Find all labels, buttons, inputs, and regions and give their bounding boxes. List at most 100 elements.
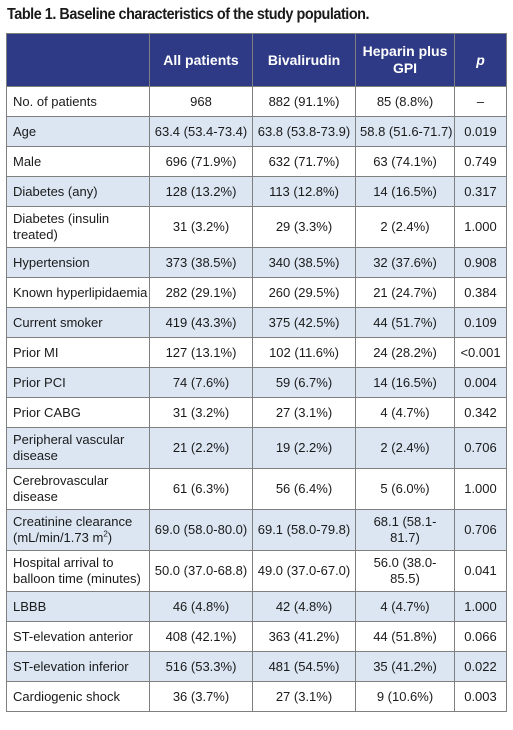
row-label: ST-elevation anterior [6, 621, 150, 652]
cell-p: <0.001 [454, 337, 507, 368]
cell-all: 128 (13.2%) [149, 176, 253, 207]
cell-bivalirudin: 27 (3.1%) [252, 397, 356, 428]
cell-all: 46 (4.8%) [149, 591, 253, 622]
cell-bivalirudin: 56 (6.4%) [252, 468, 356, 510]
cell-heparin: 24 (28.2%) [355, 337, 455, 368]
row-label: Cerebrovascular disease [6, 468, 150, 510]
cell-bivalirudin: 63.8 (53.8-73.9) [252, 116, 356, 147]
header-all-patients: All patients [149, 33, 253, 87]
header-label [6, 33, 150, 87]
table-row: Known hyperlipidaemia 282 (29.1%) 260 (2… [6, 277, 507, 308]
cell-heparin: 68.1 (58.1-81.7) [355, 509, 455, 551]
cell-heparin: 63 (74.1%) [355, 146, 455, 177]
table-title: Table 1. Baseline characteristics of the… [7, 6, 370, 23]
cell-heparin: 58.8 (51.6-71.7) [355, 116, 455, 147]
row-label: Hospital arrival to balloon time (minute… [6, 550, 150, 592]
cell-bivalirudin: 27 (3.1%) [252, 681, 356, 712]
cell-all: 69.0 (58.0-80.0) [149, 509, 253, 551]
row-label: LBBB [6, 591, 150, 622]
row-label: Known hyperlipidaemia [6, 277, 150, 308]
cell-heparin: 5 (6.0%) [355, 468, 455, 510]
baseline-table: All patients Bivalirudin Heparin plus GP… [6, 33, 507, 712]
row-label: ST-elevation inferior [6, 651, 150, 682]
creatinine-close: ) [107, 530, 113, 545]
cell-p: 0.706 [454, 509, 507, 551]
table-row: Prior PCI 74 (7.6%) 59 (6.7%) 14 (16.5%)… [6, 367, 507, 398]
cell-all: 373 (38.5%) [149, 247, 253, 278]
row-label: No. of patients [6, 86, 150, 117]
cell-bivalirudin: 375 (42.5%) [252, 307, 356, 338]
cell-all: 282 (29.1%) [149, 277, 253, 308]
cell-bivalirudin: 363 (41.2%) [252, 621, 356, 652]
cell-all: 31 (3.2%) [149, 206, 253, 248]
cell-heparin: 56.0 (38.0-85.5) [355, 550, 455, 592]
table-row: No. of patients 968 882 (91.1%) 85 (8.8%… [6, 86, 507, 117]
cell-bivalirudin: 113 (12.8%) [252, 176, 356, 207]
cell-heparin: 9 (10.6%) [355, 681, 455, 712]
cell-bivalirudin: 632 (71.7%) [252, 146, 356, 177]
cell-bivalirudin: 340 (38.5%) [252, 247, 356, 278]
creatinine-label: Creatinine clearance (mL/min/1.73 m [13, 514, 133, 545]
cell-p: 0.041 [454, 550, 507, 592]
creatinine-superscript: 2 [103, 529, 108, 539]
cell-p: 0.342 [454, 397, 507, 428]
cell-p: – [454, 86, 507, 117]
cell-all: 408 (42.1%) [149, 621, 253, 652]
cell-heparin: 21 (24.7%) [355, 277, 455, 308]
cell-p: 0.004 [454, 367, 507, 398]
table-row: Hospital arrival to balloon time (minute… [6, 550, 507, 592]
header-heparin-gpi: Heparin plus GPI [355, 33, 455, 87]
table-row: LBBB 46 (4.8%) 42 (4.8%) 4 (4.7%) 1.000 [6, 591, 507, 622]
cell-p: 0.384 [454, 277, 507, 308]
header-p-value: p [454, 33, 507, 87]
cell-all: 61 (6.3%) [149, 468, 253, 510]
table-row: Current smoker 419 (43.3%) 375 (42.5%) 4… [6, 307, 507, 338]
row-label: Diabetes (insulin treated) [6, 206, 150, 248]
cell-bivalirudin: 49.0 (37.0-67.0) [252, 550, 356, 592]
table-row: Diabetes (any) 128 (13.2%) 113 (12.8%) 1… [6, 176, 507, 207]
table-row: Cardiogenic shock 36 (3.7%) 27 (3.1%) 9 … [6, 681, 507, 712]
table-row: Diabetes (insulin treated) 31 (3.2%) 29 … [6, 206, 507, 248]
row-label: Diabetes (any) [6, 176, 150, 207]
row-label: Creatinine clearance (mL/min/1.73 m2) [6, 509, 150, 551]
cell-bivalirudin: 260 (29.5%) [252, 277, 356, 308]
header-bivalirudin: Bivalirudin [252, 33, 356, 87]
cell-p: 0.003 [454, 681, 507, 712]
table-row: Male 696 (71.9%) 632 (71.7%) 63 (74.1%) … [6, 146, 507, 177]
cell-p: 1.000 [454, 591, 507, 622]
row-label: Cardiogenic shock [6, 681, 150, 712]
cell-all: 696 (71.9%) [149, 146, 253, 177]
cell-bivalirudin: 42 (4.8%) [252, 591, 356, 622]
cell-all: 516 (53.3%) [149, 651, 253, 682]
cell-all: 419 (43.3%) [149, 307, 253, 338]
cell-p: 0.749 [454, 146, 507, 177]
row-label: Hypertension [6, 247, 150, 278]
cell-bivalirudin: 882 (91.1%) [252, 86, 356, 117]
table-row: ST-elevation anterior 408 (42.1%) 363 (4… [6, 621, 507, 652]
cell-heparin: 14 (16.5%) [355, 367, 455, 398]
cell-all: 50.0 (37.0-68.8) [149, 550, 253, 592]
cell-heparin: 4 (4.7%) [355, 591, 455, 622]
row-label: Prior PCI [6, 367, 150, 398]
cell-heparin: 44 (51.8%) [355, 621, 455, 652]
cell-all: 74 (7.6%) [149, 367, 253, 398]
cell-p: 1.000 [454, 206, 507, 248]
cell-heparin: 32 (37.6%) [355, 247, 455, 278]
cell-bivalirudin: 481 (54.5%) [252, 651, 356, 682]
row-label: Prior MI [6, 337, 150, 368]
cell-all: 968 [149, 86, 253, 117]
table-row: Peripheral vascular disease 21 (2.2%) 19… [6, 427, 507, 469]
row-label: Peripheral vascular disease [6, 427, 150, 469]
cell-p: 0.022 [454, 651, 507, 682]
table-row: Age 63.4 (53.4-73.4) 63.8 (53.8-73.9) 58… [6, 116, 507, 147]
cell-bivalirudin: 102 (11.6%) [252, 337, 356, 368]
cell-heparin: 2 (2.4%) [355, 427, 455, 469]
cell-heparin: 2 (2.4%) [355, 206, 455, 248]
cell-all: 36 (3.7%) [149, 681, 253, 712]
cell-all: 63.4 (53.4-73.4) [149, 116, 253, 147]
cell-heparin: 44 (51.7%) [355, 307, 455, 338]
table-row: Prior CABG 31 (3.2%) 27 (3.1%) 4 (4.7%) … [6, 397, 507, 428]
row-label: Male [6, 146, 150, 177]
cell-bivalirudin: 29 (3.3%) [252, 206, 356, 248]
